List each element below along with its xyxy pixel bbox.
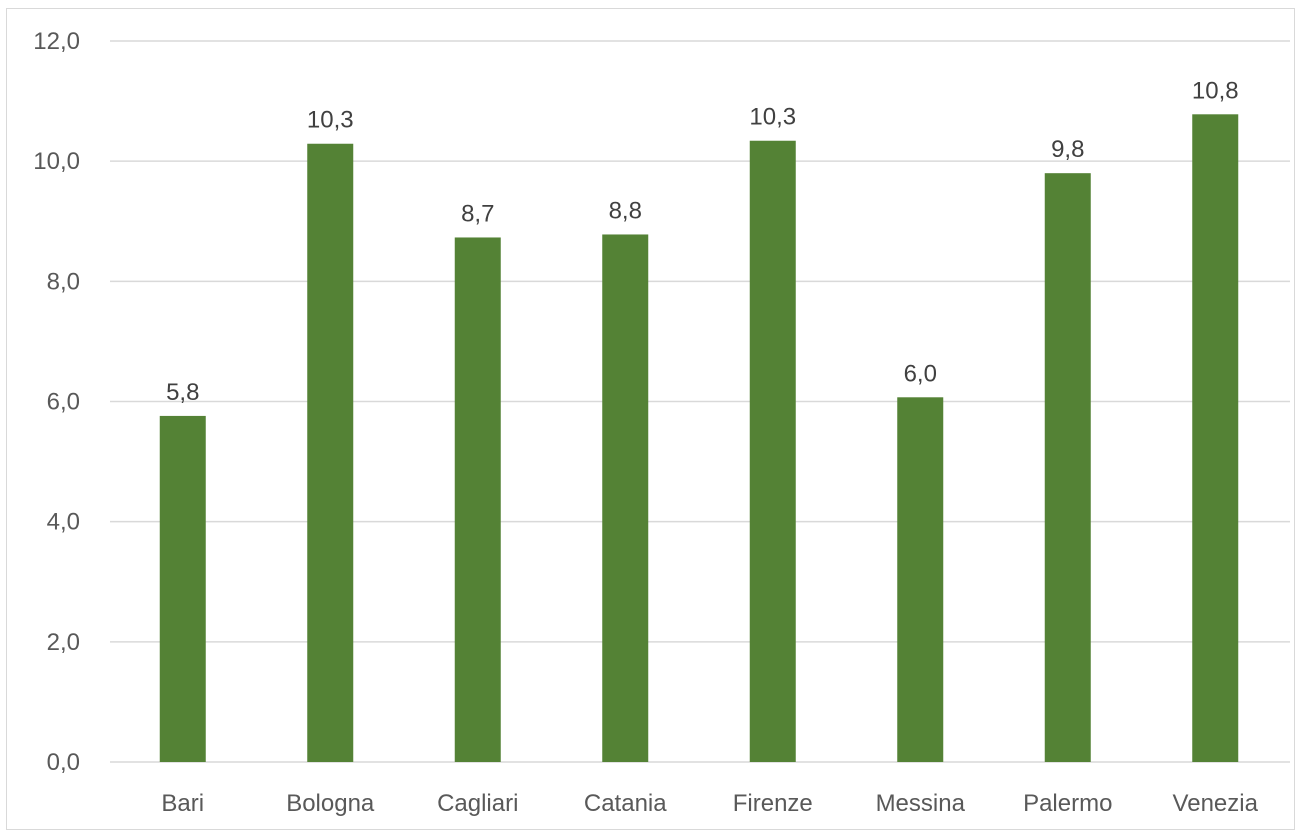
- bar-bologna: [307, 143, 354, 762]
- category-label-cagliari: Cagliari: [437, 790, 518, 817]
- y-tick-label: 8,0: [47, 268, 80, 295]
- data-label-firenze: 10,3: [749, 104, 796, 131]
- bars: [159, 114, 1239, 763]
- x-axis-categories: Bari Bologna Cagliari Catania Firenze Messina…: [161, 790, 1258, 817]
- y-tick-label: 2,0: [47, 629, 80, 656]
- category-label-bologna: Bologna: [286, 790, 375, 817]
- y-tick-label: 4,0: [47, 509, 80, 536]
- data-label-bari: 5,8: [166, 379, 199, 406]
- category-label-messina: Messina: [876, 790, 966, 817]
- category-label-catania: Catania: [584, 790, 667, 817]
- category-label-venezia: Venezia: [1173, 790, 1259, 817]
- data-label-venezia: 10,8: [1192, 77, 1239, 104]
- bar-catania: [602, 234, 649, 763]
- bar-venezia: [1192, 114, 1239, 763]
- bar-palermo: [1044, 173, 1091, 762]
- data-labels: 5,8 10,3 8,7 8,8 10,3 6,0 9,8 10,8: [166, 77, 1239, 406]
- bar-firenze: [749, 140, 796, 762]
- category-label-firenze: Firenze: [733, 790, 813, 817]
- category-label-bari: Bari: [161, 790, 204, 817]
- bar-cagliari: [454, 237, 501, 762]
- bar-bari: [159, 415, 206, 762]
- y-tick-label: 12,0: [33, 28, 80, 55]
- data-label-bologna: 10,3: [307, 107, 354, 134]
- data-label-catania: 8,8: [609, 197, 642, 224]
- chart-border: [6, 8, 1295, 830]
- category-label-palermo: Palermo: [1023, 790, 1112, 817]
- bar-messina: [897, 397, 944, 762]
- gridlines: [110, 40, 1290, 763]
- y-axis-ticks: 0,0 2,0 4,0 6,0 8,0 10,0 12,0: [33, 28, 80, 776]
- y-tick-label: 10,0: [33, 148, 80, 175]
- data-label-palermo: 9,8: [1051, 136, 1084, 163]
- y-tick-label: 6,0: [47, 389, 80, 416]
- y-tick-label: 0,0: [47, 749, 80, 776]
- data-label-cagliari: 8,7: [461, 200, 494, 227]
- data-label-messina: 6,0: [904, 360, 937, 387]
